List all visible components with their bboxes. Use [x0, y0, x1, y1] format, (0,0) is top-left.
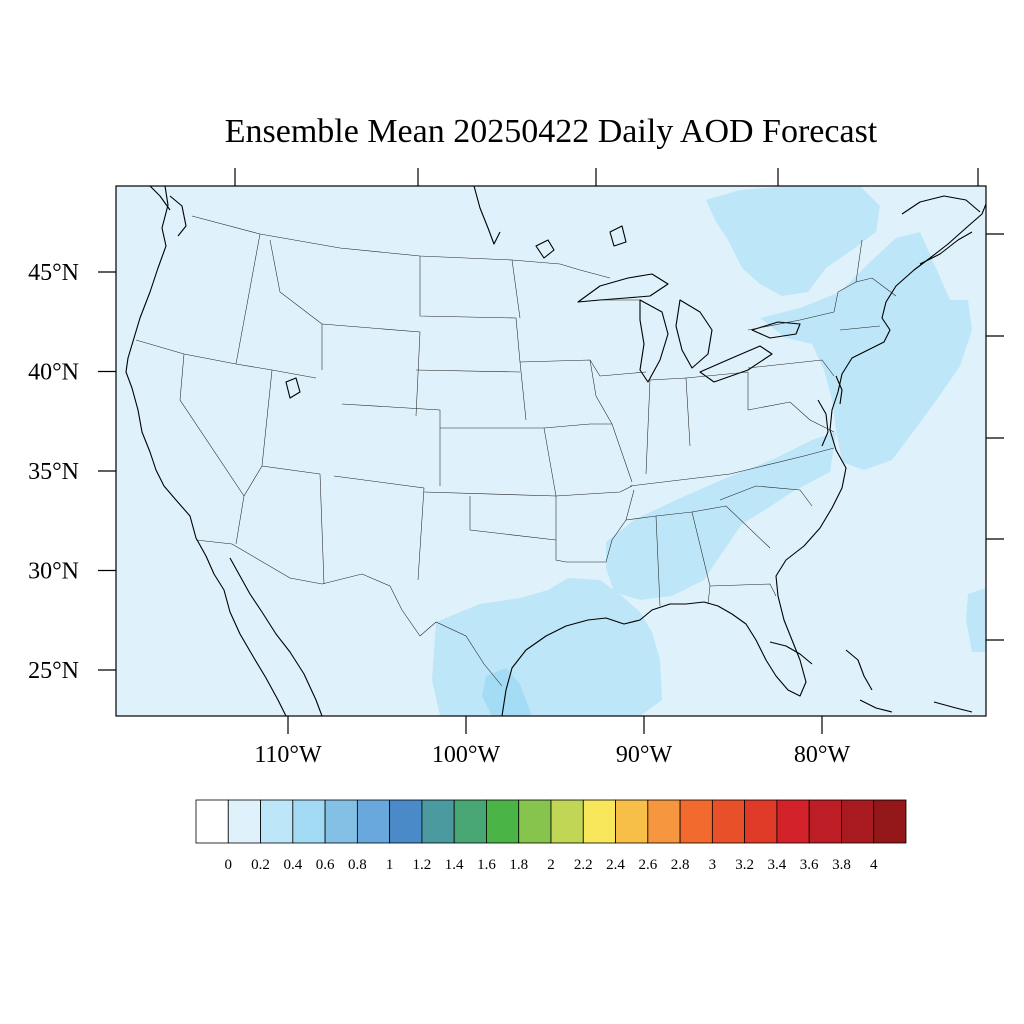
- colorbar-label: 0.8: [348, 857, 367, 873]
- colorbar-swatch: [518, 799, 552, 844]
- colorbar-swatch: [389, 799, 423, 844]
- lat-tick-label: 40°N: [28, 360, 79, 386]
- aod-region-southeast: [606, 432, 836, 600]
- colorbar-swatch: [227, 799, 261, 844]
- lat-tick-label: 35°N: [28, 459, 79, 485]
- colorbar-label: 1: [386, 857, 394, 873]
- colorbar-swatch: [873, 799, 907, 844]
- colorbar-label: 2.6: [638, 857, 657, 873]
- colorbar-label: 2.4: [606, 857, 625, 873]
- colorbar-label: 3: [709, 857, 717, 873]
- map-title: Ensemble Mean 20250422 Daily AOD Forecas…: [225, 113, 878, 150]
- colorbar-swatch: [324, 799, 358, 844]
- colorbar-swatch: [486, 799, 520, 844]
- lon-tick-label: 110°W: [254, 742, 322, 768]
- map-panel: 25°N 30°N 35°N 40°N 45°N 110°W 100°W 90°W 80°W: [28, 168, 1004, 768]
- aod-colorbar: 0 0.2 0.4 0.6 0.8 1 1.2 1.4 1.6 1.8 2 2.2 2.4 2.6 2.8 3…: [195, 799, 907, 873]
- colorbar-swatch: [841, 799, 875, 844]
- colorbar-swatch: [647, 799, 681, 844]
- colorbar-label: 0: [225, 857, 233, 873]
- colorbar-label: 2.2: [574, 857, 593, 873]
- colorbar-label: 1.4: [445, 857, 464, 873]
- right-ticks: [986, 233, 1004, 641]
- lat-tick-label: 45°N: [28, 260, 79, 286]
- colorbar-swatch: [260, 799, 294, 844]
- longitude-axis: 110°W 100°W 90°W 80°W: [254, 716, 850, 768]
- top-ticks: [234, 168, 979, 186]
- colorbar-swatch: [776, 799, 810, 844]
- colorbar-labels: 0 0.2 0.4 0.6 0.8 1 1.2 1.4 1.6 1.8 2 2.2 2.4 2.6 2.8 3…: [225, 857, 878, 873]
- colorbar-label: 0.4: [283, 857, 302, 873]
- lon-tick-label: 90°W: [616, 742, 673, 768]
- colorbar-swatch: [744, 799, 778, 844]
- colorbar-label: 0.6: [316, 857, 335, 873]
- colorbar-label: 3.6: [800, 857, 819, 873]
- colorbar-label: 1.8: [509, 857, 528, 873]
- colorbar-label: 3.8: [832, 857, 851, 873]
- lat-tick-label: 25°N: [28, 658, 79, 684]
- lat-tick-label: 30°N: [28, 559, 79, 585]
- colorbar-label: 2.8: [671, 857, 690, 873]
- colorbar-swatch: [292, 799, 326, 844]
- map-frame: [115, 185, 987, 717]
- lon-tick-label: 100°W: [432, 742, 501, 768]
- colorbar-swatch: [195, 799, 229, 844]
- colorbar-label: 1.6: [477, 857, 496, 873]
- colorbar-label: 3.2: [735, 857, 754, 873]
- colorbar-swatch: [711, 799, 746, 844]
- political-boundaries: [135, 215, 897, 687]
- colorbar-swatch: [808, 799, 842, 844]
- coastlines: [125, 186, 986, 716]
- aod-region-quebec-ontario: [706, 186, 880, 296]
- aod-shading-layer: [432, 186, 986, 716]
- colorbar-swatches: [195, 799, 907, 844]
- colorbar-label: 3.4: [768, 857, 787, 873]
- colorbar-label: 0.2: [251, 857, 270, 873]
- latitude-axis: 25°N 30°N 35°N 40°N 45°N: [28, 260, 116, 684]
- aod-region-atlantic-east: [966, 588, 986, 652]
- colorbar-label: 4: [870, 857, 878, 873]
- lon-tick-label: 80°W: [794, 742, 851, 768]
- colorbar-swatch: [356, 799, 391, 844]
- colorbar-swatch: [550, 799, 584, 844]
- colorbar-swatch: [582, 799, 616, 844]
- colorbar-swatch: [615, 799, 649, 844]
- aod-region-south-texas: [482, 668, 532, 716]
- colorbar-swatch: [421, 799, 455, 844]
- colorbar-swatch: [679, 799, 713, 844]
- colorbar-swatch: [453, 799, 487, 844]
- colorbar-label: 2: [547, 857, 555, 873]
- colorbar-label: 1.2: [413, 857, 432, 873]
